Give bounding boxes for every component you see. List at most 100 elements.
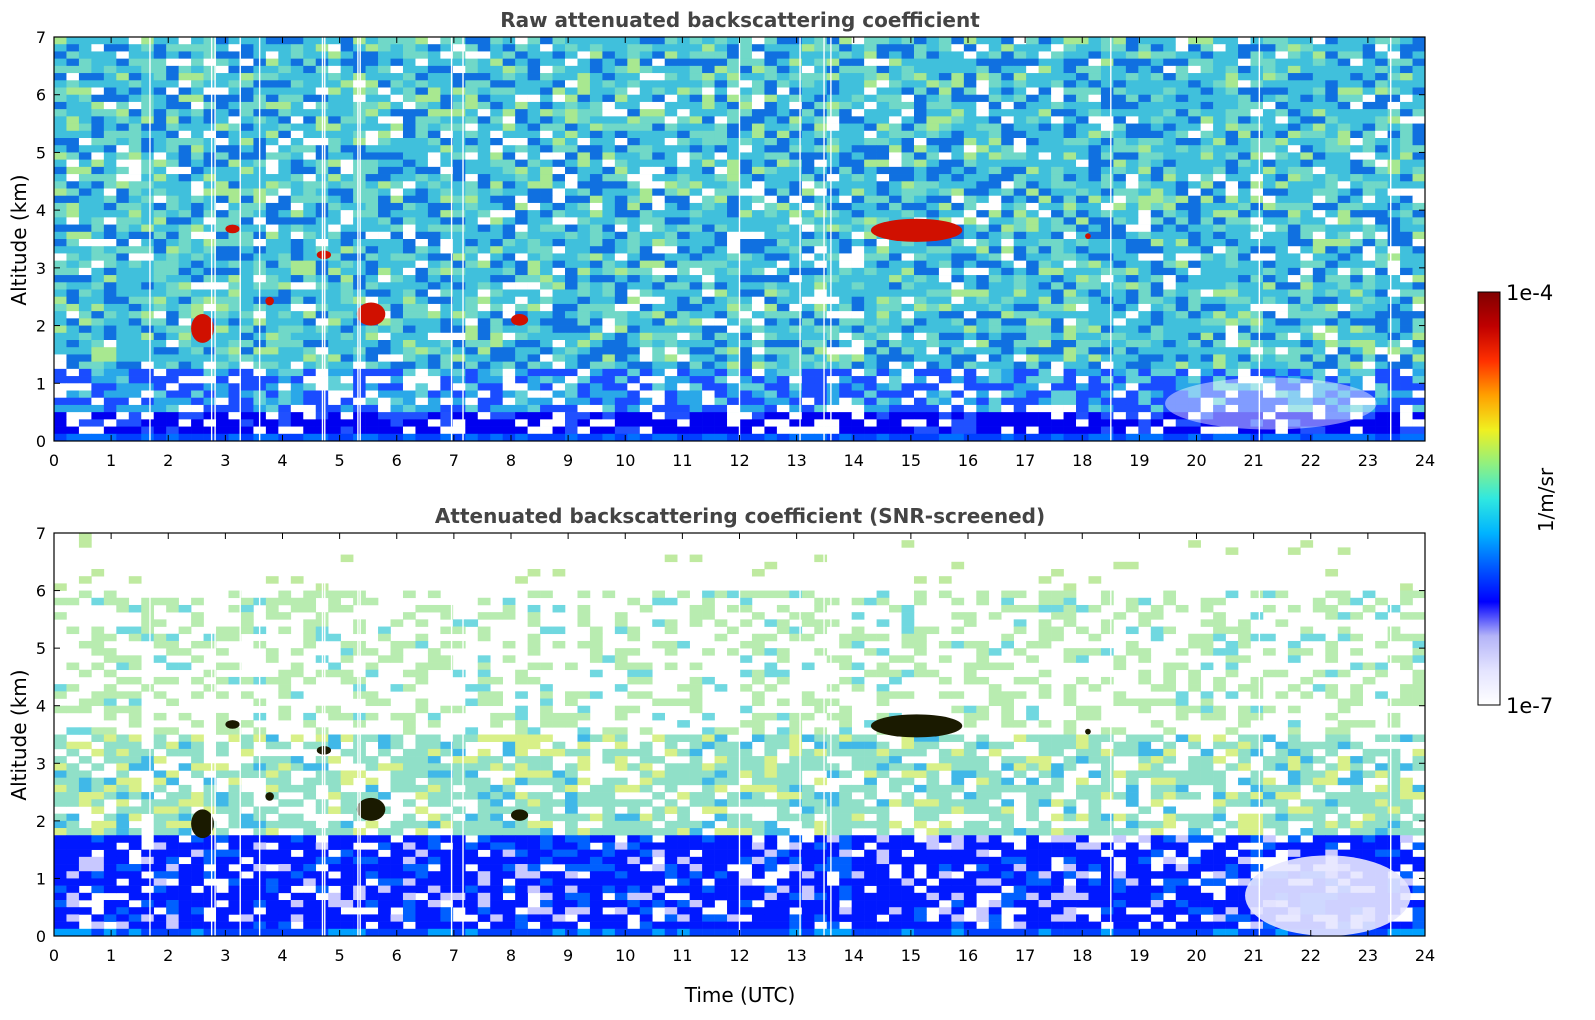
y-axis-label: Altitude (km) [7,669,31,800]
x-tick-label: 22 [1301,451,1321,470]
x-tick-label: 6 [392,451,402,470]
x-tick-label: 22 [1301,946,1321,965]
y-tick-label: 0 [36,432,46,451]
cloud-feature [191,314,214,343]
y-tick-label: 1 [36,374,46,393]
cloud-feature [1085,233,1091,239]
x-tick-label: 23 [1358,451,1378,470]
x-tick-label: 0 [49,946,59,965]
cloud-feature [510,809,529,821]
x-tick-label: 14 [844,946,864,965]
y-axis-label: Altitude (km) [7,174,31,305]
cloud-feature [225,224,240,234]
y-tick-label: 4 [36,697,46,716]
x-tick-label: 7 [449,946,459,965]
x-tick-label: 0 [49,451,59,470]
x-tick-label: 7 [449,451,459,470]
x-tick-label: 16 [958,451,978,470]
x-tick-label: 16 [958,946,978,965]
raw-backscatter-panel: Raw attenuated backscattering coefficien… [7,8,1435,470]
x-tick-label: 3 [220,451,230,470]
x-tick-label: 1 [106,946,116,965]
y-tick-label: 6 [36,582,46,601]
x-tick-label: 24 [1415,451,1435,470]
x-tick-label: 18 [1072,946,1092,965]
snr-screened-panel: Attenuated backscattering coefficient (S… [7,504,1435,1007]
x-tick-label: 8 [506,946,516,965]
cloud-feature [870,714,963,738]
x-tick-label: 11 [672,946,692,965]
x-tick-label: 19 [1129,451,1149,470]
cloud-feature [265,296,274,306]
y-tick-label: 1 [36,869,46,888]
x-tick-label: 21 [1243,451,1263,470]
x-tick-label: 21 [1243,946,1263,965]
y-tick-label: 7 [36,524,46,543]
y-tick-label: 0 [36,927,46,946]
cloud-feature [356,797,386,821]
x-tick-label: 17 [1015,946,1035,965]
x-tick-label: 13 [786,451,806,470]
x-tick-label: 1 [106,451,116,470]
x-tick-label: 5 [335,451,345,470]
x-tick-label: 2 [163,451,173,470]
x-tick-label: 12 [729,451,749,470]
x-tick-label: 15 [901,451,921,470]
panel-title: Raw attenuated backscattering coefficien… [500,8,980,32]
x-tick-label: 18 [1072,451,1092,470]
heatmap-image [54,37,1426,442]
x-tick-label: 15 [901,946,921,965]
colorbar: 1e-4 1e-7 1/m/sr [1477,281,1558,718]
cloud-feature [356,302,386,326]
cloud-feature [870,218,963,242]
x-tick-label: 10 [615,946,635,965]
x-tick-label: 2 [163,946,173,965]
x-axis: 0 1 2 3 4 5 6 7 8 9 10 11 12 13 14 15 16 17 18 19 20 21 22 23 24 [49,533,1435,965]
cloud-feature [191,809,214,839]
x-tick-label: 4 [277,451,287,470]
y-tick-label: 5 [36,639,46,658]
cloud-feature [225,720,240,729]
y-tick-label: 3 [36,259,46,278]
x-tick-label: 14 [844,451,864,470]
x-tick-label: 19 [1129,946,1149,965]
cloud-feature [510,314,529,326]
x-tick-label: 4 [277,946,287,965]
colorbar-gradient [1477,291,1501,706]
x-tick-label: 3 [220,946,230,965]
y-tick-label: 7 [36,28,46,47]
x-tick-label: 12 [729,946,749,965]
panel-title: Attenuated backscattering coefficient (S… [435,504,1045,528]
cloud-feature [316,746,332,755]
x-tick-label: 10 [615,451,635,470]
y-tick-label: 2 [36,812,46,831]
x-axis: 0 1 2 3 4 5 6 7 8 9 10 11 12 13 14 15 16 17 18 19 20 21 22 23 24 [49,37,1435,470]
x-tick-label: 5 [335,946,345,965]
x-tick-label: 8 [506,451,516,470]
colorbar-unit-label: 1/m/sr [1534,467,1558,532]
x-tick-label: 17 [1015,451,1035,470]
x-tick-label: 9 [563,946,573,965]
colorbar-max-label: 1e-4 [1506,281,1553,305]
x-tick-label: 23 [1358,946,1378,965]
x-tick-label: 20 [1186,451,1206,470]
y-tick-label: 6 [36,86,46,105]
y-tick-label: 4 [36,201,46,220]
cloud-feature [265,792,274,801]
x-tick-label: 6 [392,946,402,965]
x-tick-label: 13 [786,946,806,965]
heatmap-image [54,533,1426,937]
y-axis: 0 1 2 3 4 5 6 7 [36,524,1425,946]
x-axis-label: Time (UTC) [684,983,796,1007]
x-tick-label: 24 [1415,946,1435,965]
cloud-feature [316,250,332,260]
colorbar-min-label: 1e-7 [1506,694,1553,718]
y-tick-label: 5 [36,143,46,162]
y-tick-label: 2 [36,317,46,336]
x-tick-label: 11 [672,451,692,470]
x-tick-label: 20 [1186,946,1206,965]
x-tick-label: 9 [563,451,573,470]
cloud-feature [1085,728,1091,735]
y-tick-label: 3 [36,754,46,773]
